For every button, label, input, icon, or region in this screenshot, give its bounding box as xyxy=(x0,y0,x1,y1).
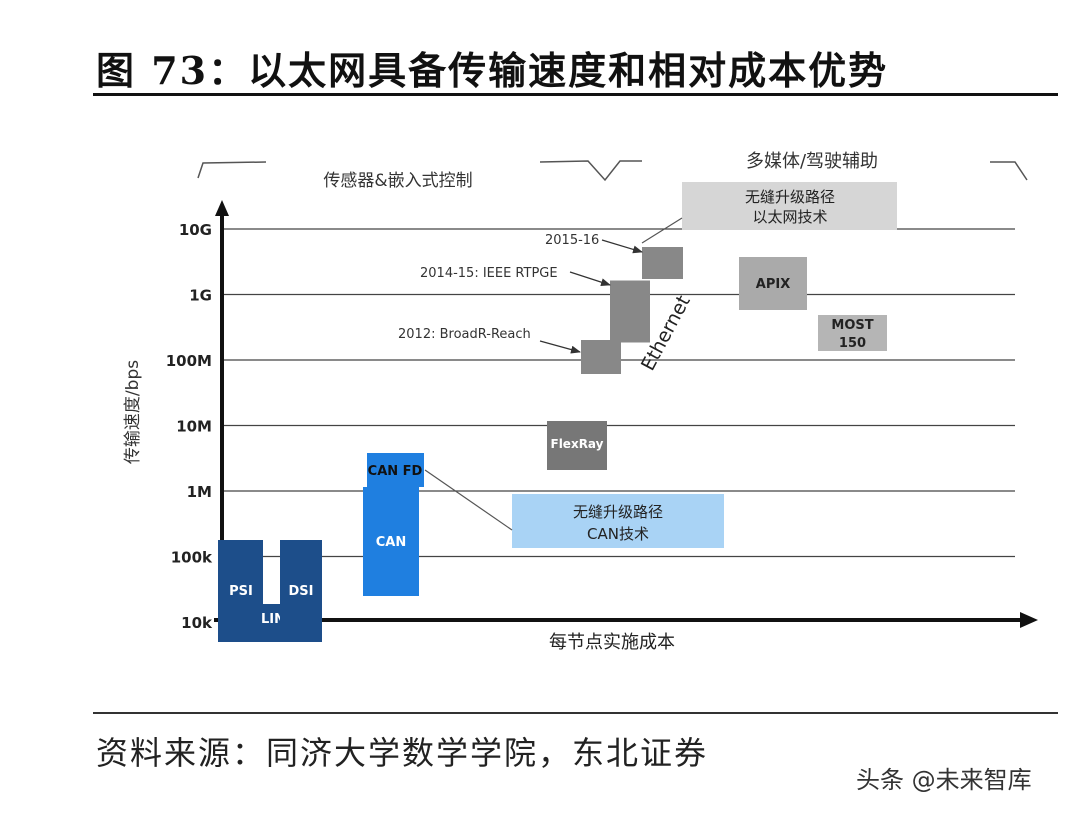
flexray-bar xyxy=(547,421,607,470)
can-upgrade-line1: 无缝升级路径 xyxy=(573,503,663,521)
can-fd-bar xyxy=(367,453,424,487)
dsi-label: DSI xyxy=(289,584,314,599)
can-label: CAN xyxy=(376,535,406,550)
y-tick-100k: 100k xyxy=(171,549,213,567)
lin-label: LIN xyxy=(261,612,285,627)
most-150-bar xyxy=(818,315,887,351)
y-tick-10M: 10M xyxy=(176,418,212,436)
ethernet-bar-2 xyxy=(610,280,650,343)
psi-label: PSI xyxy=(229,584,253,599)
watermark: 头条 @未来智库 xyxy=(856,766,1032,794)
annotation-2015-16: 2015-16 xyxy=(545,233,599,248)
flexray-label: FlexRay xyxy=(551,437,604,451)
source-divider xyxy=(93,712,1058,714)
most-label-line1: MOST xyxy=(831,318,873,333)
bars: PSI LIN DSI CAN CAN FD FlexRay APIX MOST 150 xyxy=(218,247,887,642)
y-tick-100M: 100M xyxy=(166,352,212,370)
y-tick-10k: 10k xyxy=(181,614,213,632)
y-tick-labels: 10k 100k 1M 10M 100M 1G 10G xyxy=(166,221,213,632)
y-tick-1M: 1M xyxy=(187,483,212,501)
x-axis-label: 每节点实施成本 xyxy=(549,632,675,653)
y-axis-arrow xyxy=(215,200,229,216)
ethernet-upgrade-line2: 以太网技术 xyxy=(752,208,827,226)
y-tick-10G: 10G xyxy=(179,221,212,239)
apix-label: APIX xyxy=(756,277,790,292)
apix-bar xyxy=(739,257,807,310)
x-axis-arrow xyxy=(1020,612,1038,628)
section-brace-left xyxy=(197,161,267,179)
dsi-bar xyxy=(280,540,322,642)
ethernet-bar-3 xyxy=(642,247,683,279)
title-divider xyxy=(93,93,1058,96)
can-bar xyxy=(363,487,419,596)
source-note: 资料来源：同济大学数学学院，东北证券 xyxy=(96,734,709,772)
section-label-sensor: 传感器&嵌入式控制 xyxy=(323,171,472,191)
annotation-broadr: 2012: BroadR-Reach xyxy=(398,327,531,342)
y-axis-label: 传输速度/bps xyxy=(123,360,143,464)
can-upgrade-box xyxy=(512,494,724,548)
annotation-rtpge-arrow xyxy=(569,271,611,287)
ethernet-bar-1 xyxy=(581,340,621,374)
can-upgrade-line2: CAN技术 xyxy=(587,525,649,543)
annotation-broadr-arrow xyxy=(539,340,581,354)
lin-bar xyxy=(263,604,280,642)
y-tick-1G: 1G xyxy=(189,287,212,305)
most-label-line2: 150 xyxy=(839,336,866,351)
section-brace-right xyxy=(990,161,1028,181)
section-brace-mid xyxy=(539,160,642,182)
annotation-2015-16-arrow xyxy=(601,239,643,254)
ethernet-upgrade-line1: 无缝升级路径 xyxy=(745,188,835,206)
can-callout-line xyxy=(424,469,513,531)
figure-title: 图 73：以太网具备传输速度和相对成本优势 xyxy=(96,48,889,93)
ethernet-upgrade-box xyxy=(682,182,897,230)
ethernet-callout-line xyxy=(641,217,683,244)
annotation-rtpge: 2014-15: IEEE RTPGE xyxy=(420,266,558,281)
gridlines xyxy=(222,228,1015,558)
can-fd-label: CAN FD xyxy=(368,464,423,479)
psi-bar xyxy=(218,540,263,642)
section-label-multimedia: 多媒体/驾驶辅助 xyxy=(746,151,878,172)
